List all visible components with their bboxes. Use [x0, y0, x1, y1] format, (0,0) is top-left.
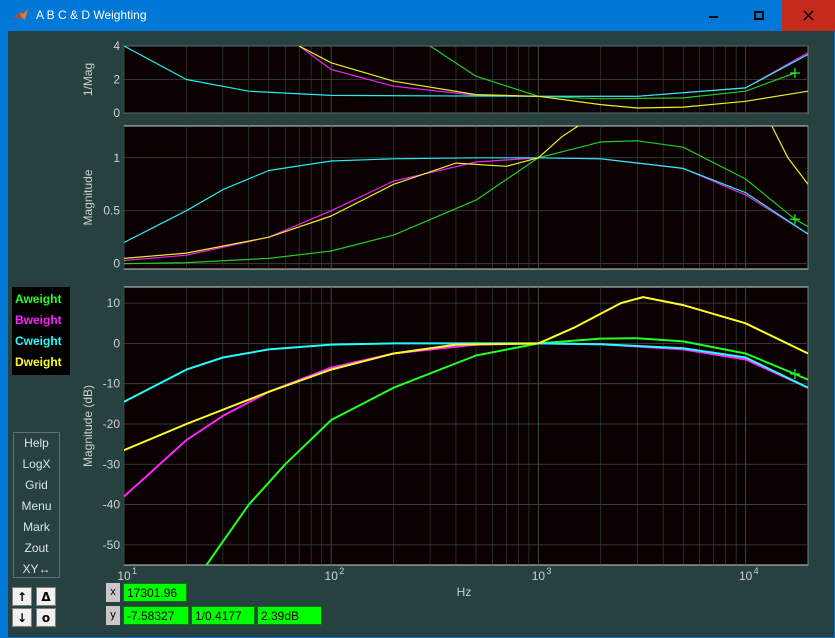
xtick-label: 10 [325, 569, 339, 583]
plot-3-ytick-label: 0 [113, 336, 120, 350]
plot-3-series-dweight [124, 296, 808, 452]
plot-2-ytick-label: 1 [113, 151, 120, 165]
plot-3-ylabel: Magnitude (dB) [81, 385, 95, 467]
up-arrow-button[interactable]: ↑ [12, 587, 32, 606]
plot-3-ytick-label: 10 [107, 296, 121, 310]
plot-1-ytick-label: 4 [113, 39, 120, 53]
plot-2-cursor-marker [789, 214, 800, 225]
menu-grid[interactable]: Grid [25, 478, 48, 492]
plot-2-area [123, 125, 809, 270]
close-button[interactable] [782, 0, 835, 31]
zero-button[interactable]: o [36, 608, 56, 627]
matlab-app-icon [13, 9, 28, 20]
window-frame-left [0, 31, 8, 638]
maximize-button[interactable] [736, 0, 782, 31]
plot-3-ytick-label: -50 [103, 538, 121, 552]
plot-1-series-dweight [298, 46, 808, 109]
plot-menu: Help LogX Grid Menu Mark Zout XY↔ [13, 432, 60, 578]
title-bar: A B C & D Weighting [0, 0, 835, 31]
y-readout-db[interactable]: 2.39dB [257, 606, 322, 625]
xtick-exponent: 1 [132, 566, 137, 576]
plot-3-series-cweight [124, 342, 808, 403]
plot-2-ylabel: Magnitude [81, 169, 95, 225]
plot-1-ylabel: 1/Mag [81, 63, 95, 96]
plot-1-series-cweight [124, 46, 808, 97]
xtick-exponent: 2 [339, 566, 344, 576]
minimize-button[interactable] [690, 0, 736, 31]
menu-zout[interactable]: Zout [24, 541, 49, 555]
plot-3-ytick-label: -30 [103, 457, 121, 471]
maximize-icon [754, 10, 764, 20]
legend-item-aweight[interactable]: Aweight [15, 292, 62, 306]
xtick-exponent: 4 [754, 566, 759, 576]
menu-mark[interactable]: Mark [23, 520, 50, 534]
plot-2-ytick-label: 0.5 [103, 204, 120, 218]
x-readout-label: x [106, 583, 120, 602]
y-readout-value[interactable]: -7.58327 [123, 606, 189, 625]
plot-1-ytick-label: 0 [113, 106, 120, 120]
window-title: A B C & D Weighting [36, 8, 147, 22]
y-readout-ratio[interactable]: 1/0.4177 [191, 606, 255, 625]
legend: Aweight Bweight Cweight Dweight [12, 287, 70, 375]
menu-xy-swap[interactable]: XY↔ [22, 562, 51, 576]
close-icon [803, 10, 814, 21]
plot-2-series-bweight [124, 157, 808, 262]
menu-logx[interactable]: LogX [22, 457, 51, 471]
plot-3-cursor-marker [789, 369, 800, 380]
legend-item-bweight[interactable]: Bweight [15, 313, 62, 327]
plot-2-series-cweight [124, 157, 808, 244]
plot-3-area [123, 286, 809, 566]
menu-help[interactable]: Help [24, 436, 49, 450]
plot-2-ytick-label: 0 [113, 257, 120, 271]
xtick-label: 10 [117, 569, 131, 583]
minimize-icon [709, 15, 718, 18]
xtick-exponent: 3 [546, 566, 551, 576]
plot-1-series-aweight [429, 46, 796, 100]
plot-3-series-bweight [124, 342, 808, 498]
legend-item-dweight[interactable]: Dweight [15, 355, 62, 369]
legend-item-cweight[interactable]: Cweight [15, 334, 62, 348]
xlabel: Hz [457, 585, 472, 599]
menu-menu[interactable]: Menu [21, 499, 52, 513]
x-readout-value[interactable]: 17301.96 [123, 583, 187, 602]
plot-3-ytick-label: -20 [103, 417, 121, 431]
xtick-label: 10 [739, 569, 753, 583]
y-readout-label: y [106, 606, 120, 625]
delta-button[interactable]: Δ [36, 587, 56, 606]
plot-3-ytick-label: -10 [103, 377, 121, 391]
xtick-label: 10 [532, 569, 546, 583]
plot-1-cursor-marker [789, 67, 800, 78]
plot-2-series-dweight [124, 126, 808, 259]
down-arrow-button[interactable]: ↓ [12, 608, 32, 627]
plot-1-ytick-label: 2 [113, 73, 120, 87]
plot-3-ytick-label: -40 [103, 498, 121, 512]
